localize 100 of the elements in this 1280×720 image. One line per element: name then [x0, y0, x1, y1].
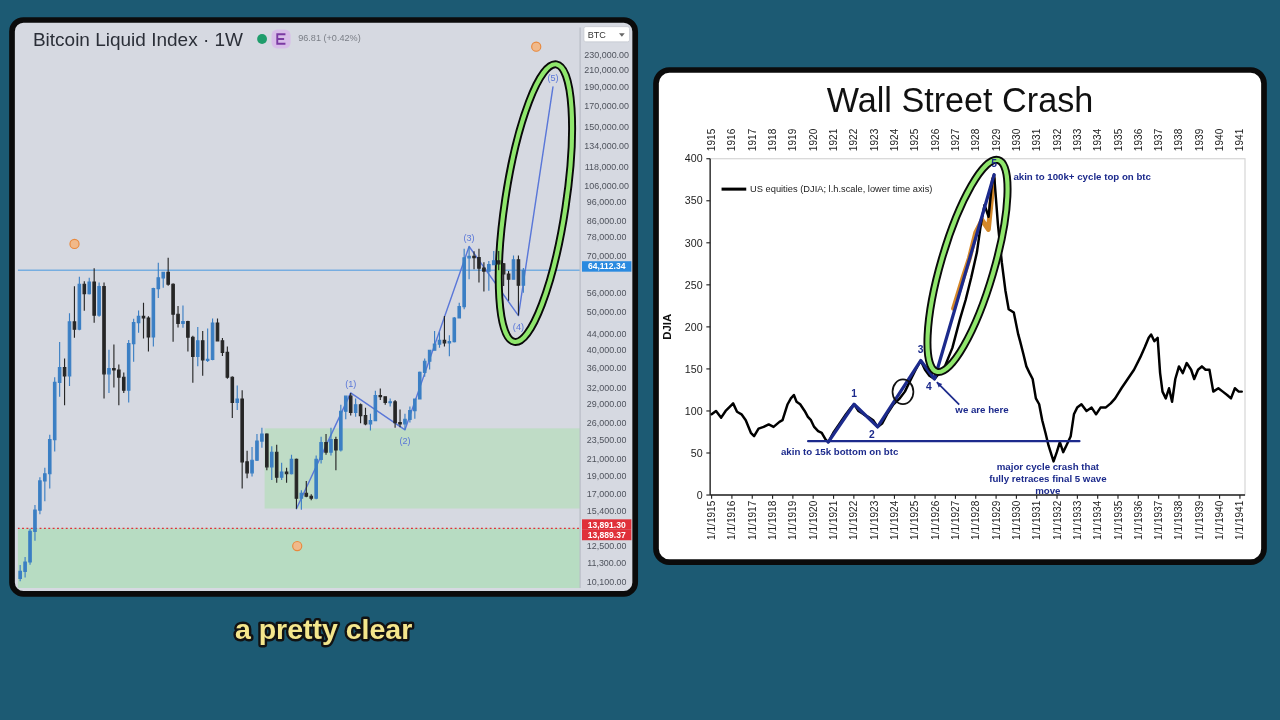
y-tick-label: 250: [684, 278, 703, 291]
y-tick-label: 26,000.00: [586, 417, 627, 428]
x-tick-label: 1/1/1936: [1132, 500, 1144, 540]
annotation: major cycle crash that fully retraces final 5 wave move: [989, 460, 1108, 496]
x2-tick-label: 1934: [1092, 128, 1104, 152]
annotation: 1: [851, 387, 858, 399]
x2-tick-label: 1933: [1071, 128, 1083, 152]
x2-tick-label: 1928: [970, 128, 982, 152]
x2-tick-label: 1939: [1193, 128, 1205, 152]
x2-tick-label: 1918: [767, 128, 779, 152]
x-tick-label: 1/1/1934: [1092, 500, 1104, 540]
annotation: (4): [512, 321, 524, 332]
y-tick-label: 134,000.00: [584, 140, 630, 151]
x2-tick-label: 1929: [990, 128, 1002, 152]
y-tick-label: 11,300.00: [587, 558, 627, 569]
x2-tick-label: 1935: [1112, 128, 1124, 152]
y-tick-label: 96,000.00: [586, 197, 627, 208]
text: a pretty clear: [234, 613, 413, 646]
x-tick-label: 1/1/1940: [1214, 500, 1226, 540]
chart-title: Bitcoin Liquid Index · 1W: [32, 28, 244, 50]
y-tick-label: 118,000.00: [584, 162, 629, 173]
y-tick-label: 32,000.00: [586, 382, 627, 393]
y-tick-label: 190,000.00: [584, 82, 630, 93]
annotation: 4: [925, 380, 932, 392]
x-tick-label: 1/1/1929: [990, 500, 1002, 540]
y-tick-label: 44,000.00: [586, 328, 627, 339]
y-tick-label: 15,400.00: [586, 506, 627, 517]
x-tick-label: 1/1/1927: [949, 500, 961, 540]
x-tick-label: 1/1/1922: [848, 500, 860, 540]
x-tick-label: 1/1/1935: [1112, 500, 1124, 540]
ref-line-label: 13,891.30: [587, 519, 626, 530]
annotation: 96.81 (+0.42%): [298, 32, 361, 43]
y-tick-label: 86,000.00: [586, 215, 627, 226]
x-tick-label: 1/1/1921: [828, 500, 840, 540]
y-tick-label: 400: [684, 152, 703, 165]
x2-tick-label: 1926: [929, 128, 941, 152]
y-tick-label: 50,000.00: [586, 307, 627, 318]
annotation: we are here: [954, 404, 1010, 416]
x-tick-label: 1/1/1920: [807, 500, 819, 540]
annotation: (5): [547, 73, 559, 84]
x2-tick-label: 1941: [1234, 128, 1246, 152]
x-tick-label: 1/1/1923: [868, 500, 880, 540]
x2-tick-label: 1920: [807, 128, 819, 152]
x-tick-label: 1/1/1938: [1173, 500, 1185, 540]
x2-tick-label: 1921: [828, 128, 840, 152]
x-tick-label: 1/1/1918: [767, 500, 779, 540]
y-tick-label: 23,500.00: [586, 434, 627, 445]
x2-tick-label: 1932: [1051, 128, 1063, 152]
y-tick-label: 0: [696, 488, 703, 501]
y-tick-label: 50: [690, 446, 703, 459]
annotation: (3): [463, 232, 475, 243]
y-tick-label: 170,000.00: [584, 100, 630, 111]
y-tick-label: 36,000.00: [586, 362, 627, 373]
x-tick-label: 1/1/1925: [909, 500, 921, 540]
x-tick-label: 1/1/1924: [888, 500, 900, 540]
x-tick-label: 1/1/1931: [1031, 500, 1043, 540]
chart-title: Wall Street Crash: [826, 80, 1094, 119]
x-tick-label: 1/1/1933: [1071, 500, 1083, 540]
x2-tick-label: 1930: [1010, 128, 1022, 152]
y-tick-label: 230,000.00: [584, 49, 630, 60]
y-axis-title: DJIA: [661, 313, 674, 340]
annotation: 2: [869, 428, 876, 440]
x2-tick-label: 1916: [726, 128, 738, 152]
x-tick-label: 1/1/1917: [746, 500, 758, 540]
y-tick-label: 150,000.00: [584, 121, 630, 132]
x2-tick-label: 1919: [787, 128, 799, 152]
annotation: 5: [991, 158, 998, 170]
y-tick-label: 21,000.00: [586, 453, 627, 464]
x-tick-label: 1/1/1919: [787, 500, 799, 540]
text: 13,889.37: [587, 530, 626, 540]
x-tick-label: 1/1/1941: [1234, 500, 1246, 540]
annotation: (2): [399, 436, 411, 447]
y-tick-label: 12,500.00: [586, 541, 627, 552]
y-tick-label: 56,000.00: [586, 288, 627, 299]
x-tick-label: 1/1/1930: [1010, 500, 1022, 540]
x-tick-label: 1/1/1926: [929, 500, 941, 540]
x2-tick-label: 1924: [888, 128, 900, 152]
x-tick-label: 1/1/1939: [1193, 500, 1205, 540]
x2-tick-label: 1925: [909, 128, 921, 152]
x-tick-label: 1/1/1928: [970, 500, 982, 540]
text: BTC: [587, 29, 607, 40]
x2-tick-label: 1936: [1132, 128, 1144, 152]
x2-tick-label: 1922: [848, 128, 860, 152]
y-tick-label: 78,000.00: [586, 232, 627, 243]
y-tick-label: 210,000.00: [584, 65, 630, 76]
x-tick-label: 1/1/1915: [706, 500, 718, 540]
y-tick-label: 10,100.00: [586, 577, 627, 588]
x2-tick-label: 1940: [1214, 128, 1226, 152]
y-tick-label: 40,000.00: [586, 344, 627, 355]
y-tick-label: 19,000.00: [586, 470, 627, 481]
annotation: (1): [345, 379, 357, 390]
x2-tick-label: 1923: [868, 128, 880, 152]
y-tick-label: 29,000.00: [586, 399, 627, 410]
x2-tick-label: 1937: [1153, 128, 1165, 152]
x-tick-label: 1/1/1937: [1153, 500, 1165, 540]
x2-tick-label: 1915: [706, 128, 718, 152]
x2-tick-label: 1917: [746, 128, 758, 152]
y-tick-label: 200: [684, 320, 703, 333]
annotation: akin to 15k bottom on btc: [780, 445, 899, 457]
y-tick-label: 350: [684, 194, 703, 207]
